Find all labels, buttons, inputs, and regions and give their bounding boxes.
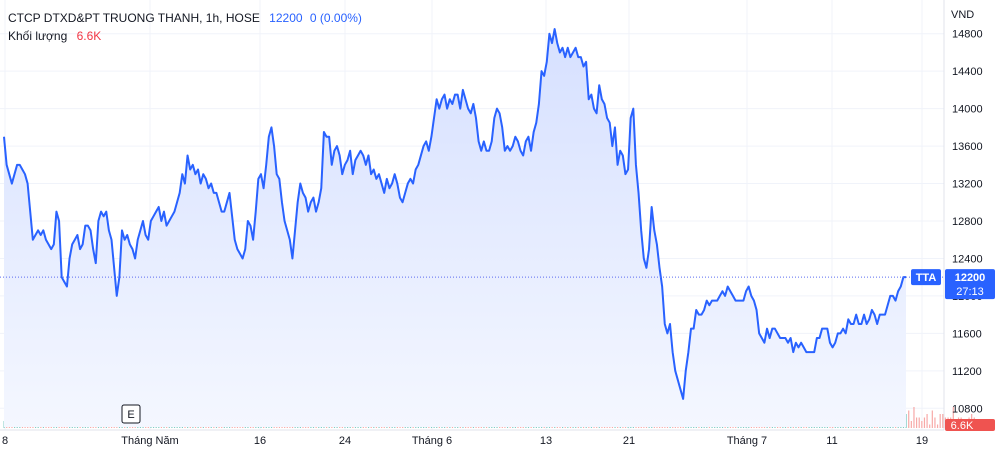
price-line <box>3 28 906 400</box>
volume-bar <box>921 421 923 428</box>
legend-price: 12200 <box>269 11 303 25</box>
volume-badge-bg <box>945 419 995 431</box>
event-marker-box <box>121 404 141 424</box>
time-tick-label: 13 <box>540 435 552 447</box>
volume-bar <box>939 414 941 428</box>
volume-badge-value: 6.6K <box>951 420 974 432</box>
time-tick-label: 21 <box>623 435 635 447</box>
legend-symbol: CTCP DTXD&PT TRUONG THANH, 1h, HOSE <box>8 11 260 25</box>
volume-bar <box>931 410 933 428</box>
volume-bar <box>923 417 926 428</box>
volume-bar <box>942 414 944 428</box>
currency-label: VND <box>951 9 974 21</box>
time-tick-label: 11 <box>826 435 837 447</box>
time-tick-label: 8 <box>2 435 8 447</box>
volume-bar <box>918 417 920 428</box>
volume-bar <box>929 424 931 428</box>
price-tick-label: 14000 <box>952 104 983 116</box>
price-line-series <box>3 28 906 400</box>
time-tick-label: 19 <box>916 435 928 447</box>
last-price-value: 12200 <box>955 272 986 284</box>
event-marker-label: E <box>127 409 134 421</box>
price-tick-label: 13200 <box>952 179 983 191</box>
volume-bar <box>913 407 915 428</box>
volume-bar <box>915 417 918 428</box>
volume-bar <box>952 407 954 428</box>
ticker-badge: TTA <box>911 269 941 286</box>
price-tick-label: 11200 <box>952 366 982 378</box>
legend[interactable]: CTCP DTXD&PT TRUONG THANH, 1h, HOSE 1220… <box>8 9 362 45</box>
price-axis[interactable]: VND1080011200116001200012400128001320013… <box>943 0 995 432</box>
earnings-event-marker[interactable]: E <box>121 404 141 424</box>
price-area-fill <box>4 29 906 428</box>
time-tick-label: Tháng 7 <box>727 435 767 447</box>
price-tick-label: 12800 <box>952 216 983 228</box>
legend-volume-value: 6.6K <box>76 29 102 43</box>
volume-bar <box>936 424 939 428</box>
volume-bar <box>934 417 936 428</box>
price-tick-label: 10800 <box>952 403 983 415</box>
price-tick-label: 12400 <box>952 253 983 265</box>
price-tick-label: 14800 <box>952 29 983 41</box>
volume-bar <box>926 414 928 428</box>
volume-bar <box>910 421 912 428</box>
volume-bar <box>905 414 907 428</box>
time-axis[interactable]: 8 Tháng Năm 16 24 Tháng 6 13 21 Tháng 7 11 19 <box>0 429 944 447</box>
time-tick-label: Tháng 6 <box>412 435 452 447</box>
time-tick-label: 24 <box>339 435 351 447</box>
legend-title-row: CTCP DTXD&PT TRUONG THANH, 1h, HOSE 1220… <box>8 9 362 27</box>
last-price-badge: 12200 27:13 <box>945 269 995 300</box>
overlays: E TTA <box>0 269 944 424</box>
legend-change: 0 (0.00%) <box>309 11 362 25</box>
price-tick-label: 14400 <box>952 66 983 78</box>
last-price-badge-bg <box>945 269 995 300</box>
volume-badge: 6.6K <box>945 419 995 432</box>
volume-bar <box>908 410 910 428</box>
ticker-badge-bg <box>911 269 941 286</box>
time-tick-label: Tháng Năm <box>121 435 178 447</box>
ticker-badge-label: TTA <box>916 272 937 284</box>
time-tick-label: 16 <box>254 435 266 447</box>
price-area <box>4 29 906 428</box>
bar-countdown: 27:13 <box>956 286 984 298</box>
price-tick-label: 11600 <box>952 328 982 340</box>
legend-volume-row: Khối lượng 6.6K <box>8 27 362 45</box>
price-tick-label: 13600 <box>952 141 983 153</box>
legend-volume-label: Khối lượng <box>8 29 68 43</box>
